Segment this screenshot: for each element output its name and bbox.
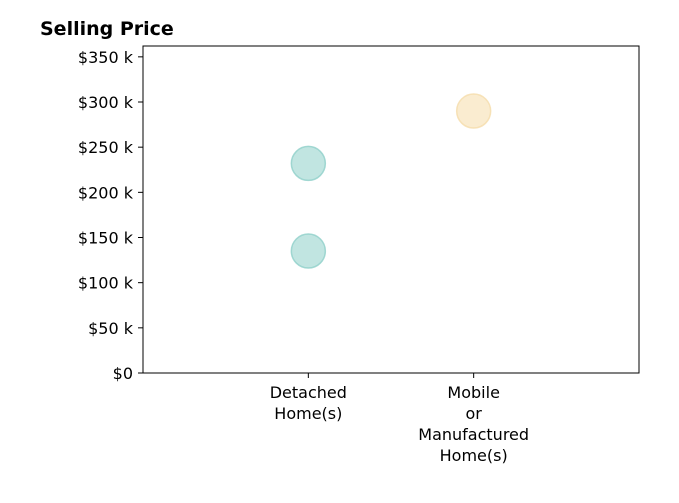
y-tick-label: $200 k [78,183,134,202]
x-tick-label-line: Home(s) [440,446,508,465]
y-tick-label: $350 k [78,48,134,67]
x-tick-label: Mobile or Manufactured Home(s) [418,383,529,465]
x-tick-label: Detached Home(s) [270,383,347,423]
x-tick-label-line: Home(s) [274,404,342,423]
x-tick-label-line: Manufactured [418,425,529,444]
y-tick-label: $150 k [78,229,134,248]
data-point [290,233,327,269]
data-point [290,145,327,182]
y-tick-label: $300 k [78,93,134,112]
x-axis: Detached Home(s) Mobile or Manufactured Home(… [270,373,529,465]
y-tick-label: $100 k [78,274,134,293]
y-tick-label: $250 k [78,138,134,157]
y-axis: $0 $50 k $100 k $150 k $200 k $250 k $300 k $35… [78,48,143,383]
y-tick-label: $0 [113,364,133,383]
x-tick-label-line: or [465,404,482,423]
x-tick-label-line: Mobile [447,383,499,402]
x-tick-label-line: Detached [270,383,347,402]
y-tick-label: $50 k [88,319,134,338]
data-points [290,93,492,269]
plot-area [142,45,640,374]
data-point [455,93,492,129]
chart-title: Selling Price [40,18,174,40]
